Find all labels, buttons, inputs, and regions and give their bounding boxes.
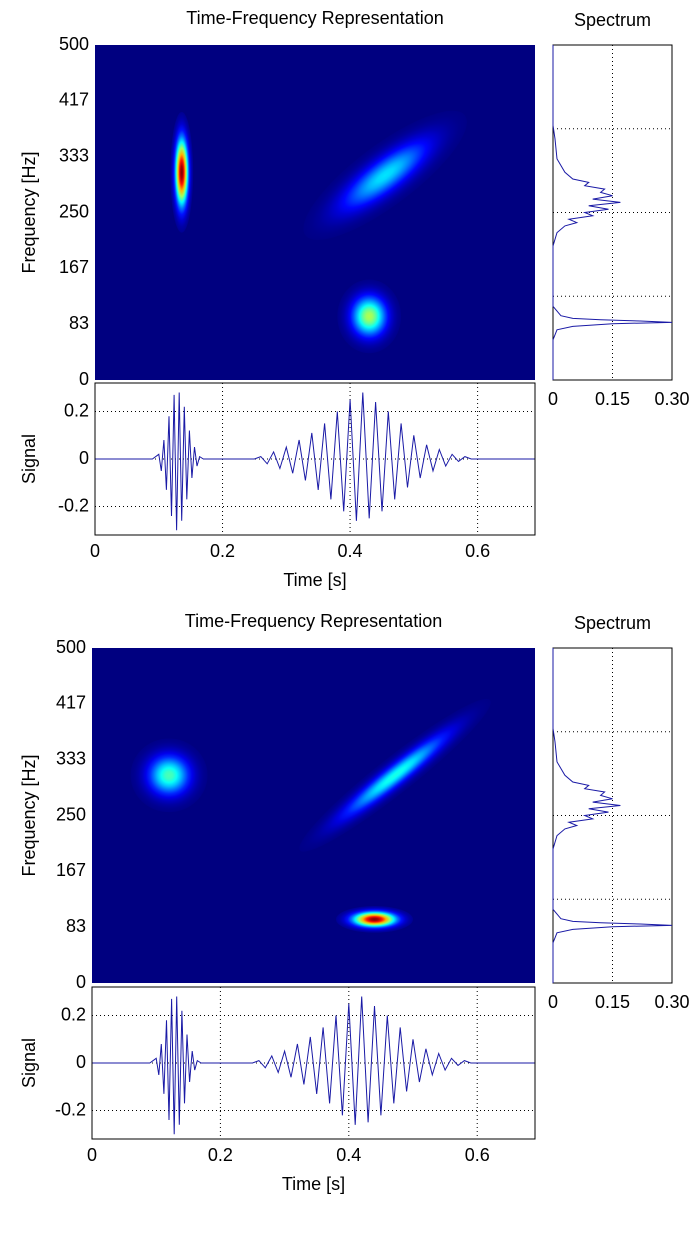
- tf-component: [299, 698, 491, 852]
- tf-component: [335, 905, 414, 933]
- y-axis-label: Signal: [19, 1038, 39, 1088]
- y-tick-label: 0: [79, 369, 89, 389]
- y-axis-label: Signal: [19, 434, 39, 484]
- tf-component: [130, 738, 208, 813]
- x-axis-label: Time [s]: [283, 570, 346, 590]
- chart-title: Spectrum: [574, 10, 651, 30]
- x-tick-label: 0: [548, 389, 558, 409]
- y-tick-label: 250: [56, 804, 86, 824]
- chart-title: Time-Frequency Representation: [185, 611, 442, 631]
- y-tick-label: 417: [56, 692, 86, 712]
- plot-frame: [91, 986, 536, 1140]
- heatmap-background: [92, 648, 535, 983]
- plot-frame: [552, 647, 673, 984]
- chart-title: Time-Frequency Representation: [186, 8, 443, 28]
- y-tick-label: 333: [56, 749, 86, 769]
- y-tick-label: 250: [59, 201, 89, 221]
- y-tick-label: 0: [76, 1052, 86, 1072]
- plot-frame: [552, 44, 673, 381]
- x-tick-label: 0.4: [336, 1145, 361, 1165]
- spectrum-line: [552, 648, 673, 983]
- y-tick-label: 167: [59, 257, 89, 277]
- y-tick-label: 500: [59, 34, 89, 54]
- x-tick-label: 0.2: [208, 1145, 233, 1165]
- x-tick-label: 0: [90, 541, 100, 561]
- tf-component: [170, 112, 194, 233]
- y-tick-label: 0.2: [61, 1004, 86, 1024]
- y-tick-label: 0: [79, 448, 89, 468]
- tf-component: [337, 279, 402, 354]
- y-tick-label: -0.2: [55, 1099, 86, 1119]
- y-axis-label: Frequency [Hz]: [19, 754, 39, 876]
- y-axis-label: Frequency [Hz]: [19, 151, 39, 273]
- signal-line: [95, 392, 535, 531]
- chart-title: Spectrum: [574, 613, 651, 633]
- heatmap: [130, 698, 491, 933]
- x-tick-label: 0.15: [595, 389, 630, 409]
- x-axis-label: Time [s]: [282, 1174, 345, 1194]
- x-tick-label: 0.6: [465, 541, 490, 561]
- y-tick-label: -0.2: [58, 495, 89, 515]
- y-tick-label: 83: [69, 313, 89, 333]
- y-tick-label: 500: [56, 637, 86, 657]
- x-tick-label: 0.15: [595, 992, 630, 1012]
- x-tick-label: 0.4: [338, 541, 363, 561]
- heatmap: [170, 110, 467, 354]
- x-tick-label: 0.30: [654, 992, 689, 1012]
- y-tick-label: 0.2: [64, 400, 89, 420]
- y-tick-label: 0: [76, 972, 86, 992]
- x-tick-label: 0.30: [654, 389, 689, 409]
- y-tick-label: 333: [59, 146, 89, 166]
- y-tick-label: 83: [66, 916, 86, 936]
- x-tick-label: 0: [87, 1145, 97, 1165]
- tf-component: [303, 110, 467, 240]
- x-tick-label: 0.6: [465, 1145, 490, 1165]
- signal-line: [92, 996, 535, 1135]
- y-tick-label: 167: [56, 860, 86, 880]
- spectrum-line: [552, 45, 673, 380]
- plot-frame: [94, 382, 536, 536]
- x-tick-label: 0: [548, 992, 558, 1012]
- x-tick-label: 0.2: [210, 541, 235, 561]
- y-tick-label: 417: [59, 89, 89, 109]
